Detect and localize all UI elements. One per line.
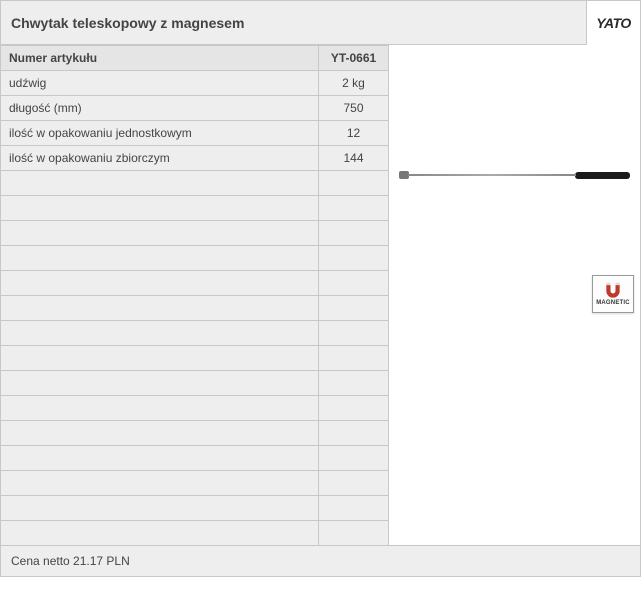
spec-value [319,421,389,446]
spec-value [319,446,389,471]
table-row: ilość w opakowaniu jednostkowym12 [1,121,389,146]
spec-value: 144 [319,146,389,171]
spec-value [319,171,389,196]
spec-value [319,196,389,221]
spec-label: długość (mm) [1,96,319,121]
spec-label [1,371,319,396]
magnet-icon [603,282,623,300]
spec-value [319,296,389,321]
table-header-row: Numer artykułu YT-0661 [1,46,389,71]
table-row [1,421,389,446]
header: Chwytak teleskopowy z magnesem YATO [1,1,640,45]
spec-value: 750 [319,96,389,121]
spec-label [1,496,319,521]
spec-value [319,346,389,371]
image-column: MAGNETIC [389,45,640,546]
spec-label [1,346,319,371]
spec-value [319,496,389,521]
table-row [1,446,389,471]
spec-value: 12 [319,121,389,146]
spec-value [319,321,389,346]
spec-label [1,421,319,446]
spec-label [1,471,319,496]
table-row [1,271,389,296]
product-title: Chwytak teleskopowy z magnesem [1,15,244,31]
table-row: długość (mm)750 [1,96,389,121]
product-rod [408,174,576,176]
spec-label [1,446,319,471]
spec-label: ilość w opakowaniu jednostkowym [1,121,319,146]
table-row [1,396,389,421]
table-row: udźwig2 kg [1,71,389,96]
spec-table: Numer artykułu YT-0661 udźwig2 kg długoś… [1,45,389,546]
magnetic-badge: MAGNETIC [592,275,634,313]
table-row [1,496,389,521]
spec-label [1,221,319,246]
spec-value [319,471,389,496]
spec-label [1,396,319,421]
table-row [1,371,389,396]
spec-value: 2 kg [319,71,389,96]
product-card: Chwytak teleskopowy z magnesem YATO Nume… [0,0,641,577]
spec-value [319,521,389,546]
spec-label [1,321,319,346]
table-row [1,171,389,196]
table-row [1,321,389,346]
table-row [1,471,389,496]
table-row [1,346,389,371]
spec-label: ilość w opakowaniu zbiorczym [1,146,319,171]
table-row [1,246,389,271]
spec-label [1,296,319,321]
brand-logo-text: YATO [596,15,631,31]
product-handle [575,172,630,179]
table-row [1,296,389,321]
magnetic-label: MAGNETIC [596,300,630,306]
spec-value [319,271,389,296]
brand-logo: YATO [586,1,640,45]
spec-label: udźwig [1,71,319,96]
table-header-label: Numer artykułu [1,46,319,71]
spec-label [1,246,319,271]
spec-label [1,521,319,546]
spec-value [319,371,389,396]
spec-label [1,271,319,296]
table-row: ilość w opakowaniu zbiorczym144 [1,146,389,171]
spec-label [1,171,319,196]
spec-label [1,196,319,221]
table-row [1,221,389,246]
product-image [399,165,630,185]
table-row [1,196,389,221]
table-header-value: YT-0661 [319,46,389,71]
spec-value [319,246,389,271]
footer: Cena netto 21.17 PLN [1,546,640,576]
body: Numer artykułu YT-0661 udźwig2 kg długoś… [1,45,640,546]
spec-value [319,396,389,421]
table-row [1,521,389,546]
price-text: Cena netto 21.17 PLN [11,554,130,568]
spec-value [319,221,389,246]
